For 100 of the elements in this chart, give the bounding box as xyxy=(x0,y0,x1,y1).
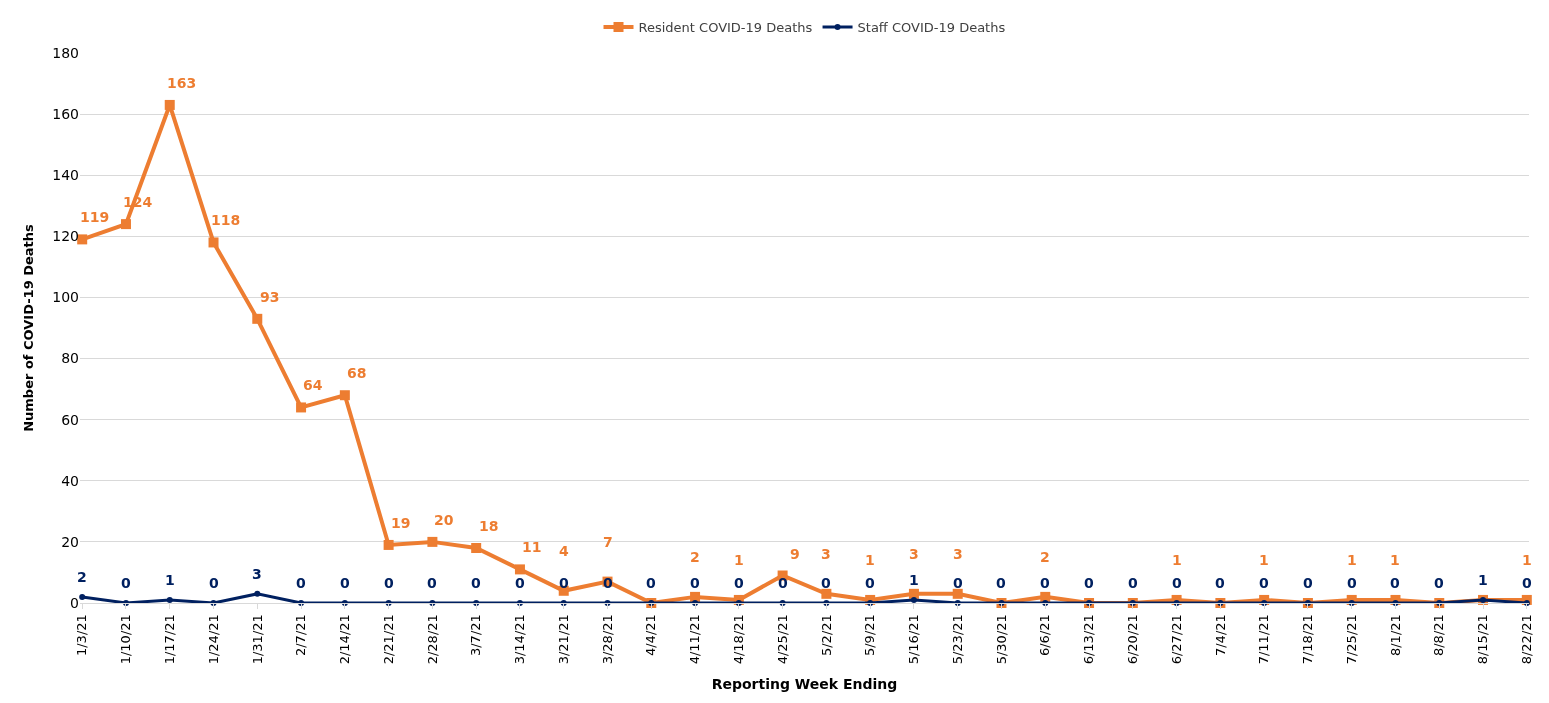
point xyxy=(910,596,917,603)
data-label: 0 xyxy=(296,575,306,591)
point xyxy=(690,591,701,602)
point xyxy=(166,596,173,603)
x-tick-label: 2/21/21 xyxy=(380,614,396,665)
point xyxy=(296,402,307,413)
data-label: 3 xyxy=(252,566,262,582)
x-tick-label: 5/30/21 xyxy=(993,614,1009,665)
x-tick-label: 5/16/21 xyxy=(906,614,922,665)
data-label: 11 xyxy=(522,539,542,555)
data-label: 3 xyxy=(821,546,831,562)
data-label: 0 xyxy=(690,575,700,591)
data-label: 0 xyxy=(1040,575,1050,591)
data-label: 1 xyxy=(1347,552,1357,568)
x-tick-label: 8/1/21 xyxy=(1387,614,1403,657)
data-label: 0 xyxy=(471,575,481,591)
data-label: 1 xyxy=(865,552,875,568)
x-tick-label: 7/25/21 xyxy=(1343,614,1359,665)
data-label: 1 xyxy=(1522,552,1532,568)
x-tick-label: 7/11/21 xyxy=(1256,614,1272,665)
data-label: 0 xyxy=(1390,575,1400,591)
data-label: 1 xyxy=(1478,572,1488,588)
data-label: 0 xyxy=(865,575,875,591)
data-label: 93 xyxy=(260,289,280,305)
data-label: 0 xyxy=(384,575,394,591)
point xyxy=(252,313,263,324)
data-label: 7 xyxy=(603,534,613,550)
data-label: 2 xyxy=(1040,549,1050,565)
data-label: 0 xyxy=(821,575,831,591)
data-label: 0 xyxy=(953,575,963,591)
x-tick-label: 2/28/21 xyxy=(424,614,440,665)
y-tick-label: 20 xyxy=(61,533,79,550)
point xyxy=(514,564,525,575)
data-label: 0 xyxy=(1172,575,1182,591)
data-label: 0 xyxy=(427,575,437,591)
data-label: 0 xyxy=(1215,575,1225,591)
x-tick-label: 4/11/21 xyxy=(687,614,703,665)
point xyxy=(79,593,86,600)
x-tick-label: 2/7/21 xyxy=(293,614,309,657)
x-tick-label: 8/15/21 xyxy=(1475,614,1491,665)
data-label: 1 xyxy=(1172,552,1182,568)
x-axis-title: Reporting Week Ending xyxy=(711,675,898,692)
data-label: 0 xyxy=(734,575,744,591)
legend-label: Resident COVID-19 Deaths xyxy=(638,20,813,36)
x-tick-label: 1/17/21 xyxy=(161,614,177,665)
x-tick-label: 7/18/21 xyxy=(1300,614,1316,665)
data-label: 0 xyxy=(646,575,656,591)
point xyxy=(383,539,394,550)
data-label: 1 xyxy=(165,572,175,588)
x-tick-label: 1/31/21 xyxy=(249,614,265,665)
point xyxy=(208,237,219,248)
data-label: 4 xyxy=(559,543,569,559)
data-label: 0 xyxy=(1434,575,1444,591)
data-label: 68 xyxy=(347,365,367,381)
x-tick-label: 6/6/21 xyxy=(1037,614,1053,657)
x-tick-label: 1/10/21 xyxy=(118,614,134,665)
y-tick-label: 160 xyxy=(52,106,79,123)
x-tick-label: 6/27/21 xyxy=(1168,614,1184,665)
y-tick-label: 120 xyxy=(52,228,79,245)
data-label: 2 xyxy=(690,549,700,565)
x-tick-label: 5/23/21 xyxy=(949,614,965,665)
x-tick-label: 1/3/21 xyxy=(74,614,90,657)
data-label: 20 xyxy=(434,512,454,528)
data-label: 1 xyxy=(734,552,744,568)
data-label: 0 xyxy=(996,575,1006,591)
data-label: 0 xyxy=(209,575,219,591)
data-label: 0 xyxy=(1128,575,1138,591)
data-label: 1 xyxy=(1259,552,1269,568)
x-tick-label: 5/9/21 xyxy=(862,614,878,657)
data-label: 0 xyxy=(515,575,525,591)
data-label: 118 xyxy=(211,212,241,228)
y-tick-label: 60 xyxy=(61,411,79,428)
point xyxy=(821,588,832,599)
x-tick-label: 6/13/21 xyxy=(1081,614,1097,665)
x-tick-label: 4/25/21 xyxy=(774,614,790,665)
point xyxy=(427,536,438,547)
x-tick-label: 6/20/21 xyxy=(1125,614,1141,665)
point xyxy=(164,99,175,110)
data-label: 1 xyxy=(909,572,919,588)
data-label: 163 xyxy=(167,75,197,91)
point xyxy=(339,390,350,401)
data-label: 0 xyxy=(603,575,613,591)
point xyxy=(471,543,482,553)
y-tick-label: 80 xyxy=(61,350,79,367)
y-axis-title: Number of COVID-19 Deaths xyxy=(21,223,37,432)
y-tick-label: 0 xyxy=(70,594,79,611)
data-label: 0 xyxy=(121,575,131,591)
y-tick-label: 100 xyxy=(52,289,79,306)
data-label: 0 xyxy=(340,575,350,591)
x-tick-label: 4/4/21 xyxy=(643,614,659,657)
point xyxy=(952,588,963,599)
data-label: 2 xyxy=(77,569,87,585)
x-tick-label: 4/18/21 xyxy=(731,614,747,665)
x-tick-label: 2/14/21 xyxy=(337,614,353,665)
point xyxy=(120,219,131,230)
data-label: 0 xyxy=(778,575,788,591)
data-label: 64 xyxy=(303,377,323,393)
data-label: 1 xyxy=(1390,552,1400,568)
x-tick-label: 3/28/21 xyxy=(599,614,615,665)
data-label: 0 xyxy=(1084,575,1094,591)
